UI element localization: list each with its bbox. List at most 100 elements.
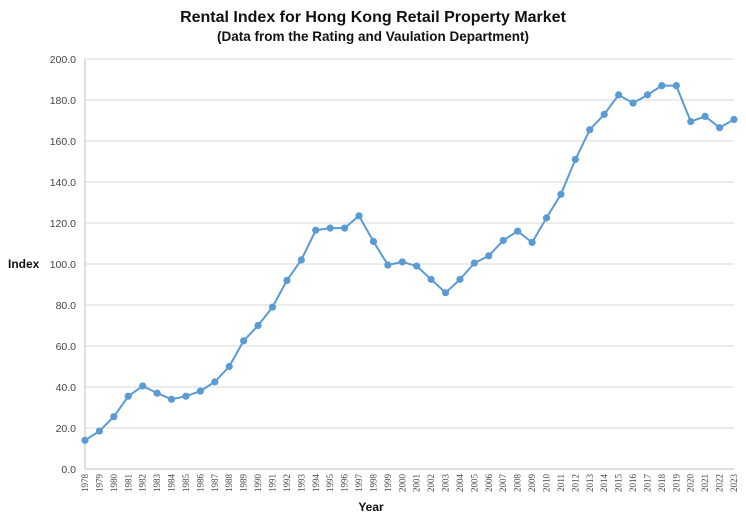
y-tick-label: 60.0	[56, 341, 77, 353]
x-tick-label: 2017	[642, 474, 652, 493]
x-tick-label: 2012	[570, 474, 580, 492]
data-point	[153, 389, 161, 397]
x-tick-label: 1994	[311, 474, 321, 493]
x-tick-label: 2014	[599, 474, 609, 493]
y-tick-label: 80.0	[56, 300, 77, 312]
x-tick-label: 2023	[729, 474, 739, 493]
y-tick-label: 200.0	[50, 54, 76, 66]
data-point	[124, 392, 132, 400]
chart-subtitle: (Data from the Rating and Vaulation Depa…	[216, 29, 530, 44]
x-tick-label: 2004	[455, 474, 465, 493]
data-point	[701, 112, 709, 120]
x-tick-label: 1996	[340, 474, 350, 493]
y-tick-label: 180.0	[50, 95, 76, 107]
data-point	[312, 226, 320, 234]
x-tick-label: 1997	[354, 474, 364, 493]
x-tick-label: 2007	[498, 474, 508, 493]
x-tick-label: 2005	[469, 474, 479, 493]
y-tick-label: 120.0	[50, 218, 76, 230]
data-point	[297, 256, 305, 264]
x-axis-label: Year	[358, 500, 384, 514]
x-tick-label: 2000	[397, 474, 407, 493]
y-tick-label: 160.0	[50, 136, 76, 148]
x-tick-label: 1998	[368, 474, 378, 493]
axes	[84, 59, 734, 470]
x-tick-label: 1983	[152, 474, 162, 493]
x-tick-label: 1985	[181, 474, 191, 493]
data-point	[110, 413, 118, 421]
x-tick-label: 2003	[441, 474, 451, 493]
data-point	[398, 258, 406, 266]
x-tick-label: 1986	[195, 474, 205, 493]
y-tick-label: 100.0	[50, 259, 76, 271]
y-axis-label: Index	[8, 257, 40, 271]
data-point	[384, 261, 392, 269]
data-point	[95, 427, 104, 435]
series-line	[84, 84, 735, 442]
x-tick-label: 2018	[657, 474, 667, 493]
x-tick-label: 1990	[253, 474, 263, 493]
data-point	[139, 382, 147, 390]
data-point	[658, 82, 666, 90]
data-point	[643, 91, 652, 99]
data-point	[427, 275, 435, 283]
y-tick-label: 20.0	[56, 423, 77, 435]
x-tick-label: 1984	[167, 474, 177, 493]
x-tick-label: 2001	[412, 474, 422, 492]
x-tick-label: 1992	[282, 474, 292, 492]
gridlines	[85, 58, 734, 470]
data-point	[167, 395, 176, 403]
x-tick-label: 2008	[513, 474, 523, 493]
data-point	[254, 321, 262, 330]
data-point	[571, 155, 579, 164]
data-point	[557, 190, 565, 198]
x-tick-label: 2015	[614, 474, 624, 493]
data-point	[456, 275, 464, 283]
y-tick-label: 140.0	[50, 177, 76, 189]
x-tick-label: 2016	[628, 474, 638, 493]
data-point	[600, 110, 608, 118]
chart-title: Rental Index for Hong Kong Retail Proper…	[180, 9, 566, 26]
data-point	[413, 262, 421, 270]
x-tick-label: 1991	[267, 474, 277, 492]
data-point	[369, 237, 378, 246]
data-point	[586, 126, 594, 134]
data-point	[528, 238, 536, 247]
data-point	[355, 212, 363, 220]
x-tick-label: 1999	[383, 474, 393, 493]
data-point	[514, 227, 522, 235]
data-point	[196, 387, 204, 395]
data-point	[715, 124, 724, 132]
x-tick-label: 1989	[239, 474, 249, 493]
data-point	[542, 214, 551, 222]
data-point	[730, 115, 738, 124]
x-tick-label: 2006	[484, 474, 494, 493]
data-point	[615, 91, 623, 99]
x-tick-label: 2022	[715, 474, 725, 492]
data-point	[211, 378, 219, 386]
data-point	[629, 99, 637, 107]
x-tick-label: 1988	[224, 474, 234, 493]
y-tick-label: 40.0	[56, 382, 77, 394]
x-tick-labels: 1978 1979 1980 1981 1982 1983 1984 1985 1986 1987…	[80, 474, 739, 493]
x-tick-label: 1993	[296, 474, 306, 493]
data-point	[687, 117, 695, 126]
x-tick-label: 1982	[138, 474, 148, 492]
x-tick-label: 2009	[527, 474, 537, 493]
data-point	[470, 259, 478, 267]
x-tick-label: 2021	[700, 474, 710, 492]
data-point	[240, 337, 248, 345]
data-point	[441, 289, 450, 297]
data-point	[326, 224, 334, 232]
data-point	[225, 362, 233, 371]
x-tick-label: 1980	[109, 474, 119, 493]
x-tick-label: 2013	[585, 474, 595, 493]
data-point	[81, 436, 89, 444]
x-tick-label: 2019	[671, 474, 681, 493]
data-point	[672, 82, 680, 90]
x-tick-label: 2011	[556, 474, 566, 492]
data-point	[182, 392, 190, 400]
x-tick-label: 1979	[94, 474, 104, 493]
y-tick-labels: 0.0 20.0 40.0 60.0 80.0 100.0 120.0 140.0 160.0 1…	[50, 54, 76, 476]
